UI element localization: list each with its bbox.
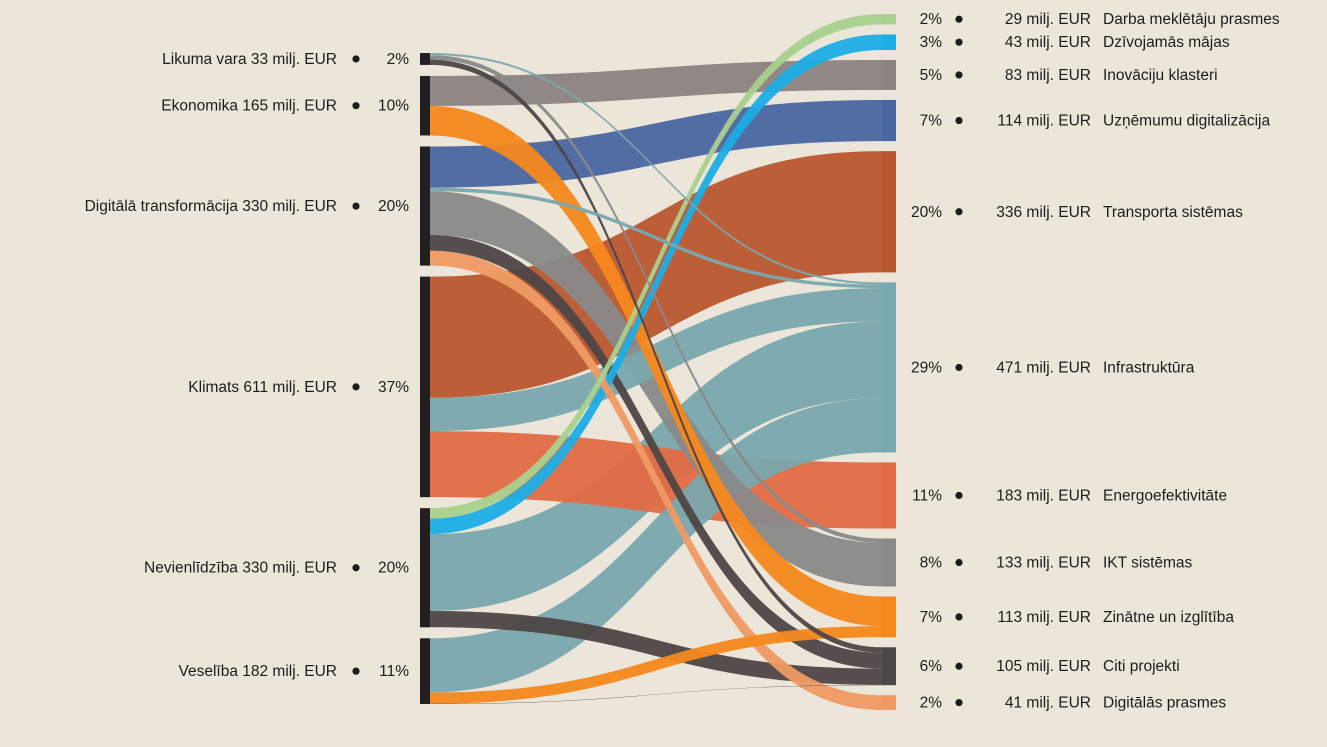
target-node-inovaciju (882, 59, 896, 90)
target-label-zinatne: Zinātne un izglītība (1103, 609, 1234, 626)
flow-likuma-to-infra (430, 53, 882, 285)
bullet-dot (352, 55, 360, 63)
target-label-darba: Darba meklētāju prasmes (1103, 11, 1280, 28)
bullet-dot (955, 38, 963, 46)
target-label-energo: Energoefektivitāte (1103, 487, 1227, 504)
bullet-dot (955, 71, 963, 79)
target-node-transporta (882, 151, 896, 273)
target-node-ikt (882, 538, 896, 587)
bullet-dot (955, 15, 963, 23)
flow-veseliba-to-zinatne (430, 626, 882, 704)
flow-nevienlidziba-to-majas (430, 34, 882, 535)
source-node-veseliba (420, 638, 430, 704)
target-node-infra (882, 282, 896, 453)
target-label-infra: Infrastruktūra (1103, 359, 1195, 376)
flow-nevienlidziba-to-citi (430, 611, 882, 685)
target-pct-citi: 6% (920, 658, 943, 675)
target-node-majas (882, 34, 896, 50)
target-node-energo (882, 462, 896, 529)
flows-layer (430, 14, 882, 710)
source-pct-likuma: 2% (387, 51, 410, 68)
target-amount-uznemumu: 114 milj. EUR (997, 113, 1091, 130)
source-label-klimats: Klimats 611 milj. EUR (188, 379, 337, 396)
target-pct-ikt: 8% (920, 554, 943, 571)
flow-ekonomika-to-zinatne (430, 105, 882, 627)
target-pct-zinatne: 7% (920, 609, 943, 626)
source-node-nevienlidziba (420, 508, 430, 628)
target-amount-inovaciju: 83 milj. EUR (1005, 67, 1091, 84)
target-node-digprasmes (882, 695, 896, 710)
source-pct-digitala: 20% (378, 198, 409, 215)
target-nodes (882, 14, 896, 710)
flow-likuma-to-citi (430, 59, 882, 653)
bullet-dot (352, 383, 360, 391)
target-label-ikt: IKT sistēmas (1103, 554, 1193, 571)
source-label-likuma: Likuma vara 33 milj. EUR (162, 51, 337, 68)
bullet-dot (955, 116, 963, 125)
target-pct-infra: 29% (911, 359, 942, 376)
flow-digitala-to-digprasmes (430, 250, 882, 710)
target-pct-inovaciju: 5% (920, 67, 943, 84)
bullet-dot (955, 363, 963, 372)
target-node-darba (882, 14, 896, 25)
target-label-digprasmes: Digitālās prasmes (1103, 695, 1226, 712)
target-label-majas: Dzīvojamās mājas (1103, 34, 1230, 51)
target-label-transporta: Transporta sistēmas (1103, 204, 1243, 221)
target-label-inovaciju: Inovāciju klasteri (1103, 67, 1218, 84)
flow-digitala-to-ikt (430, 191, 882, 587)
target-pct-digprasmes: 2% (920, 695, 943, 712)
source-label-veseliba: Veselība 182 milj. EUR (178, 663, 337, 680)
bullet-dot (955, 613, 963, 621)
target-pct-energo: 11% (912, 487, 942, 504)
target-pct-transporta: 20% (911, 204, 942, 221)
flow-veseliba-to-citi (430, 684, 882, 704)
flow-digitala-to-infra (430, 187, 882, 289)
source-node-digitala (420, 146, 430, 266)
target-labels: 2% 29 milj. EUR Darba meklētāju prasmes 3% 4… (911, 11, 1280, 711)
bullet-dot (955, 698, 963, 707)
bullet-dot (955, 558, 963, 567)
bullet-dot (352, 667, 360, 675)
source-label-digitala: Digitālā transformācija 330 milj. EUR (85, 198, 337, 215)
source-label-ekonomika: Ekonomika 165 milj. EUR (161, 98, 337, 115)
source-pct-ekonomika: 10% (378, 98, 409, 115)
target-amount-darba: 29 milj. EUR (1005, 11, 1091, 28)
source-node-klimats (420, 276, 430, 498)
target-label-uznemumu: Uzņēmumu digitalizācija (1103, 113, 1271, 130)
target-node-uznemumu (882, 99, 896, 142)
target-label-citi: Citi projekti (1103, 658, 1180, 675)
target-amount-majas: 43 milj. EUR (1005, 34, 1091, 51)
target-amount-zinatne: 113 milj. EUR (997, 609, 1091, 626)
target-pct-uznemumu: 7% (920, 113, 943, 130)
source-pct-veseliba: 11% (379, 663, 409, 680)
source-pct-nevienlidziba: 20% (378, 560, 409, 577)
bullet-dot (955, 491, 963, 500)
target-amount-digprasmes: 41 milj. EUR (1005, 695, 1091, 712)
flow-nevienlidziba-to-darba (430, 14, 882, 519)
source-pct-klimats: 37% (378, 379, 409, 396)
target-node-zinatne (882, 596, 896, 638)
bullet-dot (955, 662, 963, 670)
bullet-dot (955, 208, 963, 216)
flow-likuma-to-ikt (430, 55, 882, 543)
target-pct-majas: 3% (920, 34, 943, 51)
target-amount-ikt: 133 milj. EUR (996, 554, 1091, 571)
bullet-dot (352, 102, 360, 110)
target-amount-transporta: 336 milj. EUR (996, 204, 1091, 221)
flow-digitala-to-citi (430, 234, 882, 669)
target-amount-energo: 183 milj. EUR (996, 487, 1091, 504)
source-labels: 2% Likuma vara 33 milj. EUR 10% Ekonomika 1… (85, 51, 410, 680)
target-pct-darba: 2% (920, 11, 943, 28)
flow-klimats-to-transporta (430, 151, 882, 398)
bullet-dot (352, 564, 360, 572)
target-amount-citi: 105 milj. EUR (996, 658, 1091, 675)
source-label-nevienlidziba: Nevienlīdzība 330 milj. EUR (144, 560, 337, 577)
source-node-ekonomika (420, 75, 430, 136)
source-nodes (420, 53, 430, 704)
target-amount-infra: 471 milj. EUR (996, 359, 1091, 376)
bullet-dot (352, 202, 360, 210)
target-node-citi (882, 647, 896, 686)
source-node-likuma (420, 53, 430, 65)
